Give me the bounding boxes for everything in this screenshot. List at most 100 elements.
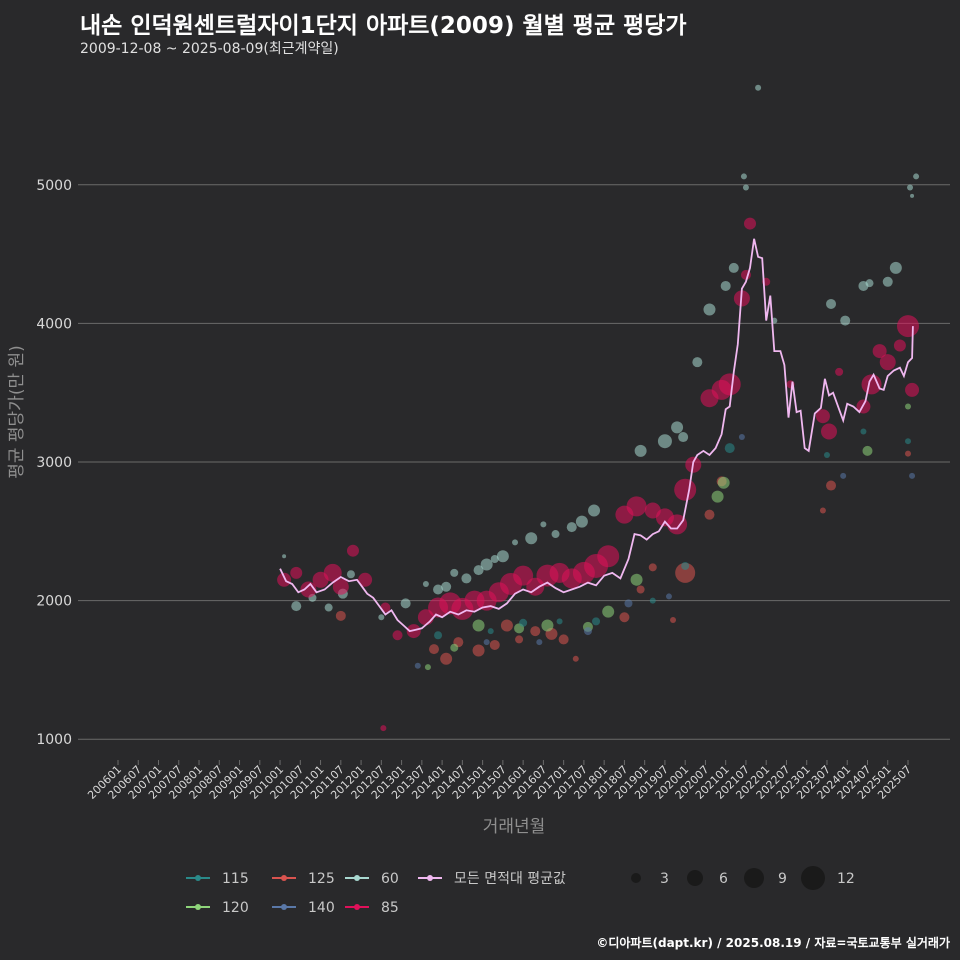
data-point-125	[472, 644, 485, 657]
data-point-125	[619, 612, 630, 623]
data-point-60	[566, 522, 577, 533]
data-point-85	[323, 563, 342, 582]
data-point-60	[540, 521, 547, 528]
data-point-85	[815, 409, 830, 424]
data-point-85	[879, 354, 896, 371]
legend-label: 모든 면적대 평균값	[454, 871, 566, 887]
size-legend-label: 3	[660, 871, 669, 887]
data-point-125	[429, 644, 439, 655]
data-point-60	[678, 432, 689, 443]
data-point-125	[530, 626, 541, 637]
data-point-140	[536, 639, 543, 646]
data-point-85	[626, 496, 647, 517]
average-line	[279, 238, 914, 633]
data-point-115	[823, 452, 830, 459]
data-point-60	[913, 173, 920, 180]
data-point-125	[826, 480, 837, 491]
data-point-60	[480, 558, 493, 571]
data-point-60	[740, 173, 747, 180]
data-point-60	[433, 584, 444, 595]
data-point-60	[742, 184, 749, 191]
data-point-60	[490, 555, 499, 564]
data-point-115	[860, 428, 867, 435]
data-point-115	[681, 561, 690, 570]
legend-swatch-dot	[195, 904, 201, 910]
legend-label: 60	[381, 871, 399, 887]
grid-layer	[78, 184, 950, 740]
data-point-60	[346, 570, 355, 579]
data-point-60	[473, 565, 484, 576]
data-point-125	[636, 585, 645, 594]
data-point-60	[865, 279, 874, 288]
data-point-120	[711, 490, 724, 503]
data-point-85	[872, 344, 887, 359]
chart-title: 내손 인덕원센트럴자이1단지 아파트(2009) 월별 평균 평당가	[80, 13, 687, 39]
data-point-85	[290, 566, 303, 579]
data-point-140	[840, 472, 847, 479]
data-point-60	[512, 539, 519, 546]
scatter-points	[277, 84, 920, 732]
data-point-60	[826, 298, 837, 309]
chart-subtitle: 2009-12-08 ~ 2025-08-09(최근계약일)	[80, 41, 339, 57]
data-point-85	[835, 367, 844, 376]
size-legend-label: 6	[719, 871, 728, 887]
data-point-60	[720, 280, 731, 291]
data-point-125	[670, 617, 677, 623]
legend-label: 115	[222, 871, 249, 887]
data-point-115	[434, 631, 443, 640]
data-point-125	[648, 563, 657, 572]
data-point-60	[755, 84, 762, 91]
data-point-125	[489, 639, 500, 650]
data-point-125	[335, 610, 346, 621]
data-point-60	[575, 515, 588, 528]
size-legend-circle	[631, 873, 641, 883]
average-line-layer	[279, 238, 914, 633]
data-point-60	[551, 530, 560, 539]
data-point-60	[840, 315, 851, 326]
data-point-60	[422, 580, 429, 587]
data-point-60	[882, 276, 893, 287]
data-point-60	[378, 614, 385, 621]
data-point-85	[674, 478, 697, 501]
data-point-85	[513, 565, 534, 586]
legend-label: 125	[308, 871, 335, 887]
size-legend-label: 9	[778, 871, 787, 887]
data-point-140	[909, 472, 916, 479]
data-point-85	[597, 545, 620, 568]
legend-swatch-dot	[354, 875, 360, 881]
data-point-120	[541, 619, 554, 632]
data-point-85	[718, 373, 741, 396]
y-tick-label: 4000	[36, 316, 72, 332]
data-point-60	[324, 603, 333, 612]
data-point-85	[380, 725, 387, 732]
data-point-60	[692, 357, 703, 368]
y-tick-label: 3000	[36, 455, 72, 471]
data-point-125	[558, 634, 569, 645]
data-point-85	[332, 578, 349, 595]
legend-label: 120	[222, 900, 249, 916]
legend: 115 125 60 모든 면적대 평균값 120 140 85 3 6 9 12	[186, 866, 855, 916]
size-legend-label: 12	[837, 871, 855, 887]
y-tick-labels: 1000 2000 3000 4000 5000	[36, 178, 72, 748]
data-point-115	[519, 618, 528, 627]
size-legend-circle	[687, 870, 703, 886]
data-point-115	[649, 597, 656, 604]
data-point-60	[450, 568, 459, 577]
data-point-125	[515, 635, 524, 644]
y-tick-label: 2000	[36, 594, 72, 610]
data-point-140	[624, 599, 633, 608]
size-legend-circle	[744, 868, 764, 888]
data-point-85	[358, 572, 373, 587]
data-point-60	[657, 434, 672, 449]
data-point-120	[472, 619, 485, 632]
data-point-60	[671, 421, 684, 434]
data-point-125	[500, 619, 513, 632]
data-point-60	[525, 532, 538, 545]
legend-swatch-dot	[427, 875, 433, 881]
data-point-85	[821, 423, 837, 440]
x-tick-labels: 2006012006072007012007072008012008072009…	[85, 760, 914, 802]
data-point-140	[738, 434, 745, 441]
data-point-125	[572, 655, 579, 662]
data-point-140	[583, 627, 592, 636]
data-point-60	[703, 303, 716, 316]
